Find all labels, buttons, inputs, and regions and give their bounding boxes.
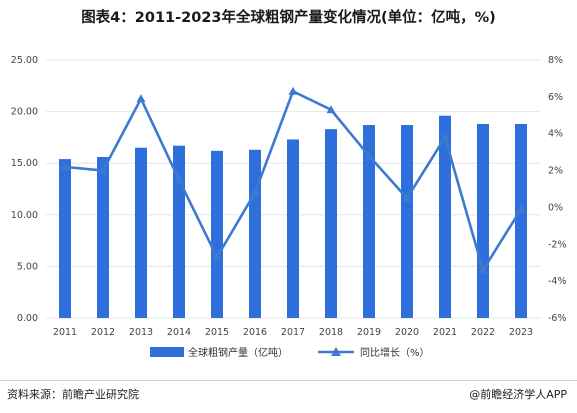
x-axis-ticks: 2011 2012 2013 2014 2015 2016 2017 2018 2019 2020… [53,327,533,338]
bar [59,159,71,318]
x-tick-label: 2019 [357,327,381,338]
right-tick-label: 8% [548,55,563,66]
source-note: 资料来源：前瞻产业研究院 [7,388,139,401]
x-tick-label: 2020 [395,327,419,338]
line-point [478,265,488,274]
line-point [288,86,298,95]
line-point [98,166,108,174]
line-point [174,175,184,184]
left-tick-label: 0.00 [17,313,38,324]
legend: 全球粗钢产量（亿吨） 同比增长（%） [150,346,430,359]
right-tick-label: 4% [548,129,563,140]
line-point [60,162,70,171]
line-point [326,105,336,114]
bar [135,147,147,318]
left-axis-ticks: 0.00 5.00 10.00 15.00 20.00 25.00 [11,55,38,324]
bar-series [59,115,527,319]
bar [249,149,261,318]
left-tick-label: 25.00 [11,55,38,66]
bar [97,157,109,318]
x-tick-label: 2012 [91,327,115,338]
x-tick-label: 2013 [129,327,153,338]
bar [287,139,299,318]
bar [439,115,451,318]
bar [363,125,375,319]
line-point [402,193,412,202]
x-tick-label: 2023 [509,327,533,338]
right-tick-label: -4% [548,276,567,287]
x-tick-label: 2011 [53,327,77,338]
right-tick-label: -6% [548,313,567,324]
x-tick-label: 2021 [433,327,457,338]
left-tick-label: 5.00 [17,261,38,272]
right-tick-label: 2% [548,166,563,177]
line-point [250,188,260,197]
bar [325,129,337,318]
left-tick-label: 10.00 [11,210,38,221]
x-tick-label: 2018 [319,327,343,338]
right-tick-label: -2% [548,239,567,250]
right-tick-label: 0% [548,202,563,213]
brand-credit: @前瞻经济学人APP [469,388,567,401]
legend-bar-swatch [150,347,184,357]
line-point [516,204,526,213]
left-tick-label: 20.00 [11,107,38,118]
line-point [212,252,222,261]
x-tick-label: 2014 [167,327,191,338]
right-axis-ticks: -6% -4% -2% 0% 2% 4% 6% 8% [548,55,567,324]
x-tick-label: 2017 [281,327,305,338]
x-tick-label: 2022 [471,327,495,338]
legend-bar-label: 全球粗钢产量（亿吨） [188,346,288,359]
x-tick-label: 2015 [205,327,229,338]
line-point [440,132,450,141]
legend-line-label: 同比增长（%） [360,346,430,359]
line-point [136,94,146,103]
chart-title: 图表4：2011-2023年全球粗钢产量变化情况(单位：亿吨，%) [81,10,496,26]
line-series [60,86,526,274]
bar [477,123,489,318]
bar [211,150,223,318]
legend-line-marker [331,347,341,356]
left-tick-label: 15.00 [11,158,38,169]
bar [515,123,527,318]
x-tick-label: 2016 [243,327,267,338]
line-point [364,151,374,160]
footer-divider [0,380,577,381]
right-tick-label: 6% [548,92,563,103]
bar [401,125,413,319]
